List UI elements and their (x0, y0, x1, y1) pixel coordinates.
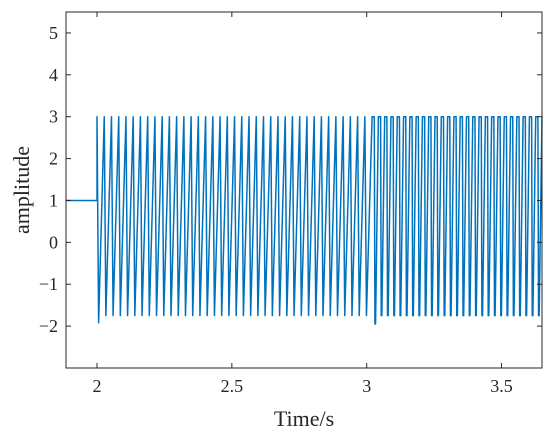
x-tick-label: 3.5 (490, 376, 513, 396)
y-tick-label: 4 (49, 65, 58, 85)
tick-layer: 2 2.5 3 3.5 −2 −1 0 1 2 3 4 5 (39, 12, 542, 396)
y-tick-label: −2 (39, 316, 58, 336)
x-tick-label: 2.5 (221, 376, 244, 396)
series-line (66, 115, 543, 325)
y-tick-label: 2 (49, 149, 58, 169)
plot-area-frame (65, 11, 543, 369)
y-tick-label: 0 (49, 232, 58, 252)
x-tick-label: 3 (362, 376, 371, 396)
y-tick-label: −1 (39, 274, 58, 294)
series-layer (66, 115, 543, 325)
y-tick-label: 5 (49, 23, 58, 43)
y-axis-label: amplitude (9, 146, 34, 234)
y-tick-label: 3 (49, 107, 58, 127)
x-tick-label: 2 (93, 376, 102, 396)
x-axis-label: Time/s (274, 406, 334, 431)
y-tick-label: 1 (49, 190, 58, 210)
